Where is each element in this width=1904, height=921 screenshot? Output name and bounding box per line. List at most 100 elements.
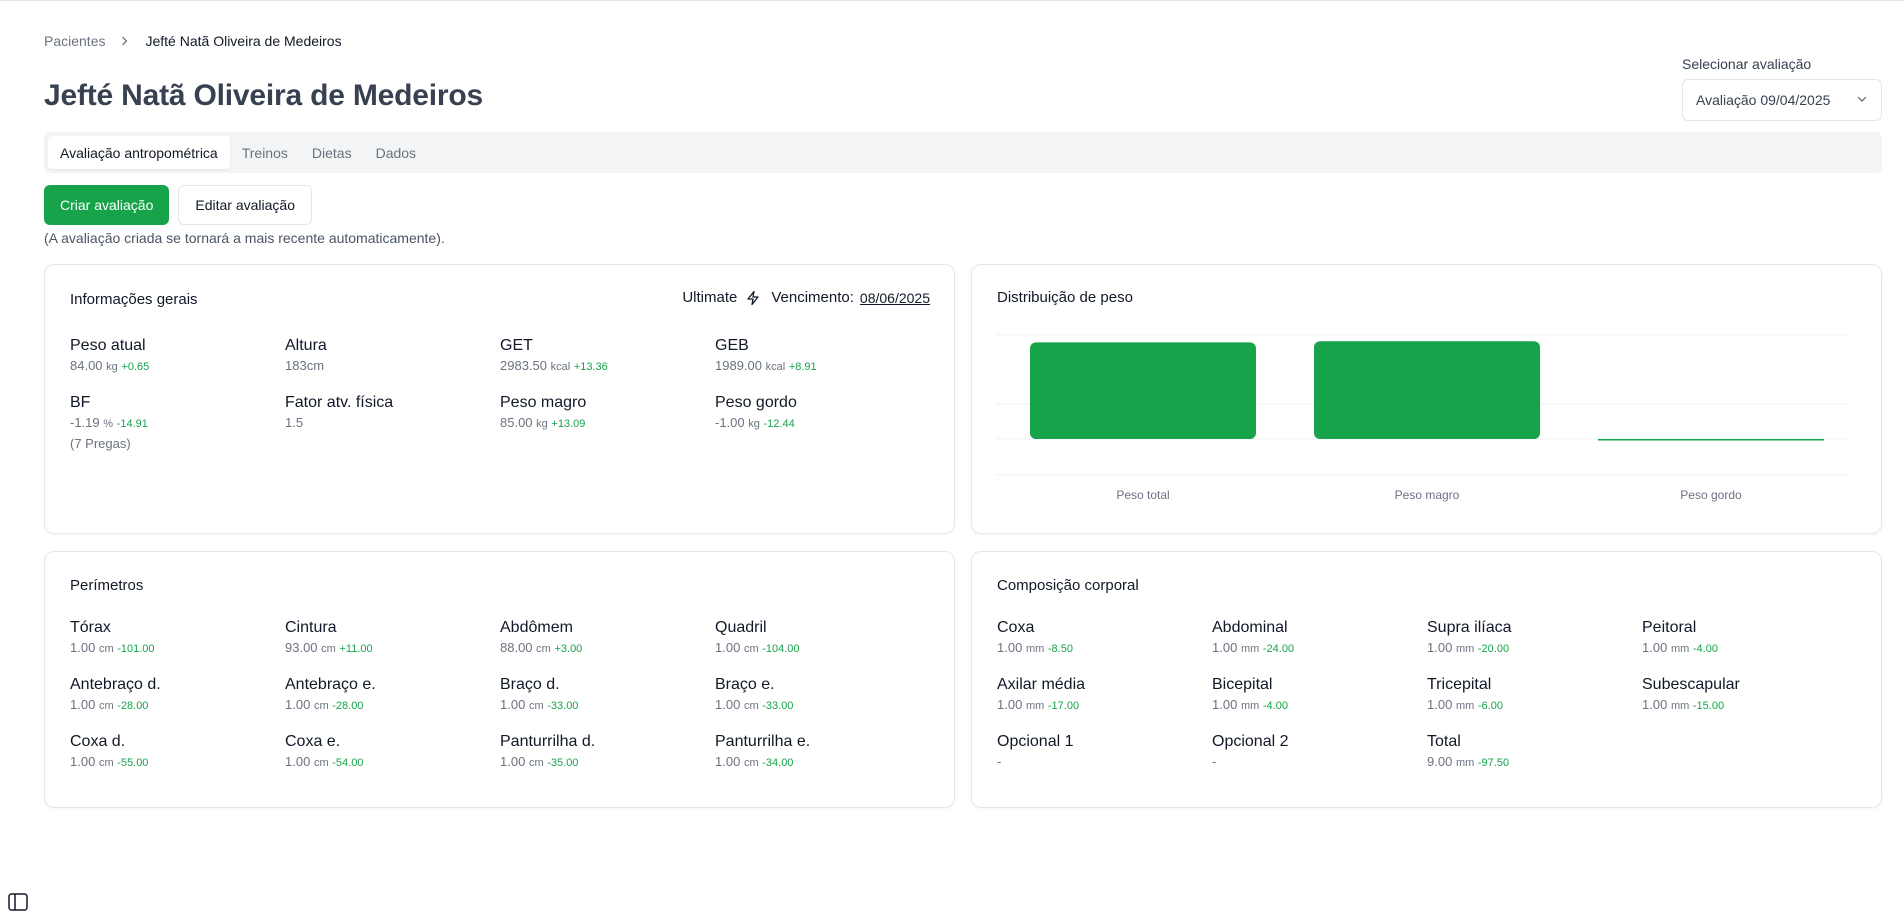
metric-delta: +3.00 [554,643,583,655]
metric-value-line: 93.00 cm +11.00 [285,638,500,659]
metric-value-line: 1.00 cm -55.00 [70,752,285,773]
body-composition-metrics-grid: Coxa 1.00 mm -8.50 Abdominal 1.00 mm -24.00… [997,618,1857,773]
metric-braco-e: Braço e. 1.00 cm -33.00 [715,675,930,716]
metric-delta: -15.00 [1692,700,1725,712]
sidebar-toggle-icon[interactable] [8,893,28,911]
metric-label: Coxa [997,619,1035,636]
tab-bar: Avaliação antropométrica Treinos Dietas … [44,132,1882,173]
metric-cintura: Cintura 93.00 cm +11.00 [285,618,500,659]
chart-tick-label: Peso total [1116,488,1169,502]
metric-value-line: 1.00 mm -20.00 [1427,638,1642,659]
edit-evaluation-button[interactable]: Editar avaliação [178,185,312,225]
metric-unit: cm [743,700,759,712]
chevron-down-icon [1856,92,1868,108]
metric-label: Abdômem [500,619,573,636]
metric-unit: mm [1670,700,1690,712]
body-composition-title: Composição corporal [997,577,1139,594]
plan-name: Ultimate [682,289,738,306]
tab-avaliacao-antropometrica[interactable]: Avaliação antropométrica [48,136,230,169]
metric-value-line: 1.00 cm -101.00 [70,638,285,659]
metric-value-line: 88.00 cm +3.00 [500,638,715,659]
metric-delta: -33.00 [762,700,794,712]
evaluation-select-group: Selecionar avaliação Avaliação 09/04/202… [1682,56,1882,121]
metric-label: Braço e. [715,676,775,693]
metric-label: Tórax [70,619,111,636]
metric-value-line: 9.00 mm -97.50 [1427,752,1642,773]
metric-label: Quadril [715,619,767,636]
metric-value: 1.00 [70,754,96,769]
metric-peso-magro: Peso magro 85.00 kg +13.09 [500,393,715,454]
metric-value: 2983.50 [500,358,547,373]
metric-geb: GEB 1989.00 kcal +8.91 [715,336,930,377]
metric-value-line: 1.00 cm -28.00 [285,695,500,716]
metric-value-line: 1.00 cm -33.00 [500,695,715,716]
metric-value-line: 1.00 mm -4.00 [1212,695,1427,716]
metric-value-line: 183cm [285,356,500,376]
metric-total: Total 9.00 mm -97.50 [1427,732,1642,773]
tab-treinos[interactable]: Treinos [241,144,288,161]
metric-label: Coxa d. [70,733,126,750]
metric-delta: -17.00 [1047,700,1080,712]
metric-unit: cm [528,757,544,769]
metric-unit: mm [1240,643,1260,655]
metric-value: 1989.00 [715,358,762,373]
create-evaluation-button[interactable]: Criar avaliação [44,185,170,225]
due-label: Vencimento: [771,289,854,306]
metric-coxa-e: Coxa e. 1.00 cm -54.00 [285,732,500,773]
metric-delta: -24.00 [1262,643,1295,655]
metric-value: 9.00 [1427,754,1453,769]
metric-value: 1.00 [715,754,741,769]
metric-delta: -4.00 [1262,700,1288,712]
metric-value: 1.00 [500,754,526,769]
metric-label: Abdominal [1212,619,1288,636]
chart-bar-peso-magro[interactable] [1314,341,1540,439]
metric-supra-iliaca: Supra ilíaca 1.00 mm -20.00 [1427,618,1642,659]
metric-axilar-media: Axilar média 1.00 mm -17.00 [997,675,1212,716]
metric-value: 1.00 [715,640,741,655]
metric-value: 1.00 [1642,697,1668,712]
metric-panturrilha-e: Panturrilha e. 1.00 cm -34.00 [715,732,930,773]
evaluation-select[interactable]: Avaliação 09/04/2025 [1682,79,1882,121]
metric-antebraco-d: Antebraço d. 1.00 cm -28.00 [70,675,285,716]
metric-label: Antebraço d. [70,676,161,693]
chart-bar-peso-gordo[interactable] [1598,439,1824,441]
metric-value: 1.00 [1427,697,1453,712]
metric-label: Fator atv. física [285,394,394,411]
metric-label: Antebraço e. [285,676,376,693]
metric-value-line: 1.00 cm -28.00 [70,695,285,716]
metric-value: 183cm [285,358,325,373]
breadcrumb-pacientes-link[interactable]: Pacientes [44,33,106,49]
chart-tick-label: Peso gordo [1680,488,1742,502]
metric-value: 1.00 [997,640,1023,655]
metric-label: Supra ilíaca [1427,619,1512,636]
metric-label: Subescapular [1642,676,1740,693]
tab-dietas[interactable]: Dietas [311,144,352,161]
metric-abdominal: Abdominal 1.00 mm -24.00 [1212,618,1427,659]
metric-unit: mm [1240,700,1260,712]
metric-value: 88.00 [500,640,533,655]
perimeters-metrics-grid: Tórax 1.00 cm -101.00 Cintura 93.00 cm +11.… [70,618,930,773]
metric-label: Peso magro [500,394,587,411]
metric-label: Opcional 2 [1212,733,1289,750]
metric-unit: kg [536,418,548,430]
metric-value-line: 1.00 cm -104.00 [715,638,930,659]
metric-value-line: 1.00 mm -17.00 [997,695,1212,716]
weight-distribution-title: Distribuição de peso [997,289,1133,306]
chart-bar-peso-total[interactable] [1030,342,1256,439]
metric-value: 1.00 [997,697,1023,712]
metric-unit: kcal [765,361,786,373]
metric-value: 1.5 [285,415,304,430]
metric-label: Cintura [285,619,337,636]
metric-label: Peso atual [70,337,146,354]
metric-delta: -35.00 [547,757,579,769]
metric-value-line: 1989.00 kcal +8.91 [715,356,930,377]
breadcrumb-current: Jefté Natã Oliveira de Medeiros [145,33,342,49]
metric-unit: cm [98,643,114,655]
metric-label: Peso gordo [715,394,797,411]
metric-torax: Tórax 1.00 cm -101.00 [70,618,285,659]
metric-coxa: Coxa 1.00 mm -8.50 [997,618,1212,659]
metric-tricepital: Tricepital 1.00 mm -6.00 [1427,675,1642,716]
tab-dados[interactable]: Dados [375,144,417,161]
metric-braco-d: Braço d. 1.00 cm -33.00 [500,675,715,716]
